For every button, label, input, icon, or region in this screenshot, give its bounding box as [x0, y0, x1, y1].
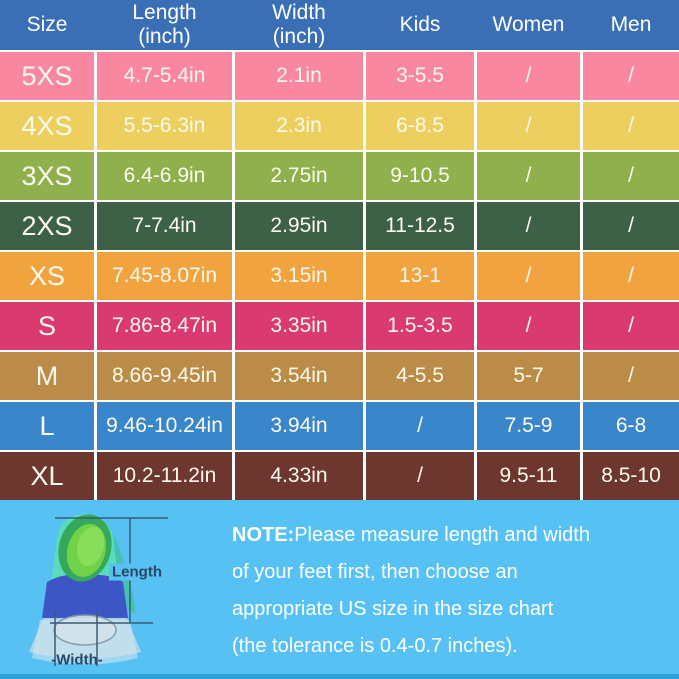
note-line: NOTE:Please measure length and width	[232, 517, 590, 554]
header-kids-label: Kids	[399, 13, 441, 36]
width-cell: 2.75in	[235, 152, 363, 200]
size-cell: 4XS	[0, 102, 94, 150]
kids-cell: 3-5.5	[366, 52, 474, 100]
kids-cell: 13-1	[366, 252, 474, 300]
kids-cell: 11-12.5	[366, 202, 474, 250]
kids-cell: 4-5.5	[366, 352, 474, 400]
header-men: Men	[583, 0, 679, 50]
length-cell: 5.5-6.3in	[97, 102, 232, 150]
header-width-sub: (inch)	[272, 25, 326, 48]
length-cell: 9.46-10.24in	[97, 402, 232, 450]
men-cell: /	[583, 302, 679, 350]
length-cell: 10.2-11.2in	[97, 452, 232, 500]
width-cell: 2.95in	[235, 202, 363, 250]
width-cell: 3.15in	[235, 252, 363, 300]
note-line: of your feet first, then choose an	[232, 561, 518, 583]
size-cell: XS	[0, 252, 94, 300]
table-row: XL 10.2-11.2in 4.33in / 9.5-11 8.5-10	[0, 452, 679, 500]
size-cell: 2XS	[0, 202, 94, 250]
table-row: 3XS 6.4-6.9in 2.75in 9-10.5 / /	[0, 152, 679, 200]
women-cell: /	[477, 102, 580, 150]
width-measure-label: -Width-	[51, 651, 103, 669]
width-cell: 3.54in	[235, 352, 363, 400]
header-width: Width (inch)	[235, 0, 363, 50]
women-cell: /	[477, 202, 580, 250]
note-line: (the tolerance is 0.4-0.7 inches).	[232, 635, 518, 657]
men-cell: 6-8	[583, 402, 679, 450]
table-row: M 8.66-9.45in 3.54in 4-5.5 5-7 /	[0, 352, 679, 400]
men-cell: /	[583, 102, 679, 150]
men-cell: /	[583, 352, 679, 400]
header-women-label: Women	[492, 13, 565, 36]
length-cell: 6.4-6.9in	[97, 152, 232, 200]
bottom-edge-strip	[0, 674, 679, 679]
header-length: Length (inch)	[97, 0, 232, 50]
length-cell: 7.45-8.07in	[97, 252, 232, 300]
note-section: Length -Width- NOTE:Please measure lengt…	[0, 500, 679, 674]
table-row: S 7.86-8.47in 3.35in 1.5-3.5 / /	[0, 302, 679, 350]
header-women: Women	[477, 0, 580, 50]
note-line-1: Please measure length and width	[294, 524, 590, 546]
note-line: appropriate US size in the size chart	[232, 598, 554, 620]
women-cell: /	[477, 52, 580, 100]
table-row: 4XS 5.5-6.3in 2.3in 6-8.5 / /	[0, 102, 679, 150]
header-size: Size	[0, 0, 94, 50]
size-cell: 3XS	[0, 152, 94, 200]
kids-cell: /	[366, 402, 474, 450]
size-cell: M	[0, 352, 94, 400]
men-cell: /	[583, 152, 679, 200]
width-cell: 3.35in	[235, 302, 363, 350]
women-cell: 5-7	[477, 352, 580, 400]
women-cell: /	[477, 302, 580, 350]
header-length-label: Length	[132, 1, 197, 24]
header-size-label: Size	[26, 13, 68, 36]
kids-cell: 1.5-3.5	[366, 302, 474, 350]
table-row: 5XS 4.7-5.4in 2.1in 3-5.5 / /	[0, 52, 679, 100]
note-text: NOTE:Please measure length and width of …	[232, 500, 590, 674]
men-cell: 8.5-10	[583, 452, 679, 500]
header-kids: Kids	[366, 0, 474, 50]
table-row: L 9.46-10.24in 3.94in / 7.5-9 6-8	[0, 402, 679, 450]
table-header: Size Length (inch) Width (inch) Kids Women…	[0, 0, 679, 50]
kids-cell: /	[366, 452, 474, 500]
length-cell: 8.66-9.45in	[97, 352, 232, 400]
size-cell: 5XS	[0, 52, 94, 100]
width-cell: 4.33in	[235, 452, 363, 500]
swim-fin-illustration	[29, 514, 168, 666]
table-row: 2XS 7-7.4in 2.95in 11-12.5 / /	[0, 202, 679, 250]
length-cell: 7-7.4in	[97, 202, 232, 250]
size-cell: S	[0, 302, 94, 350]
women-cell: /	[477, 252, 580, 300]
men-cell: /	[583, 202, 679, 250]
width-cell: 3.94in	[235, 402, 363, 450]
header-width-label: Width	[272, 1, 326, 24]
header-length-sub: (inch)	[138, 25, 191, 48]
women-cell: /	[477, 152, 580, 200]
men-cell: /	[583, 252, 679, 300]
kids-cell: 6-8.5	[366, 102, 474, 150]
header-men-label: Men	[610, 13, 652, 36]
women-cell: 9.5-11	[477, 452, 580, 500]
kids-cell: 9-10.5	[366, 152, 474, 200]
width-cell: 2.1in	[235, 52, 363, 100]
women-cell: 7.5-9	[477, 402, 580, 450]
size-cell: XL	[0, 452, 94, 500]
men-cell: /	[583, 52, 679, 100]
size-cell: L	[0, 402, 94, 450]
table-body: 5XS 4.7-5.4in 2.1in 3-5.5 / / 4XS 5.5-6.…	[0, 52, 679, 500]
note-label: NOTE:	[232, 524, 295, 546]
table-row: XS 7.45-8.07in 3.15in 13-1 / /	[0, 252, 679, 300]
length-cell: 7.86-8.47in	[97, 302, 232, 350]
length-measure-label: Length	[109, 563, 165, 581]
fin-measurement-figure: Length -Width-	[0, 500, 232, 674]
length-cell: 4.7-5.4in	[97, 52, 232, 100]
width-cell: 2.3in	[235, 102, 363, 150]
